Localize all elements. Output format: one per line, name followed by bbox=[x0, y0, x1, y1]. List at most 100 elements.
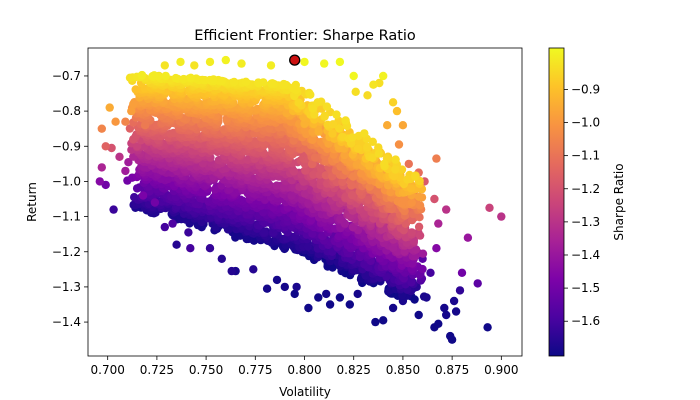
data-point bbox=[414, 222, 424, 231]
data-point bbox=[129, 99, 138, 109]
data-point bbox=[115, 152, 124, 161]
data-point bbox=[304, 303, 313, 313]
x-tick-label: 0.700 bbox=[91, 363, 125, 377]
data-point bbox=[473, 279, 482, 288]
y-axis-label: Return bbox=[25, 182, 39, 222]
data-point bbox=[184, 228, 193, 237]
colorbar-tick-label: −1.0 bbox=[571, 116, 600, 130]
y-tick-label: −1.0 bbox=[52, 174, 81, 188]
data-point bbox=[97, 163, 107, 172]
data-point bbox=[347, 190, 357, 200]
scatter-points bbox=[95, 54, 506, 344]
data-point bbox=[434, 219, 443, 228]
data-point bbox=[209, 75, 218, 84]
data-point bbox=[442, 310, 451, 320]
data-point bbox=[485, 203, 494, 212]
data-point bbox=[101, 142, 110, 151]
data-point bbox=[447, 335, 457, 344]
data-point bbox=[371, 317, 380, 327]
data-point bbox=[451, 307, 461, 316]
data-point bbox=[272, 181, 281, 190]
data-point bbox=[121, 117, 130, 126]
data-point bbox=[121, 166, 130, 176]
x-tick-label: 0.850 bbox=[386, 363, 420, 377]
data-point bbox=[325, 300, 335, 309]
colorbar-tick-label: −1.1 bbox=[571, 149, 600, 163]
data-point bbox=[217, 254, 226, 263]
x-tick-label: 0.800 bbox=[287, 363, 321, 377]
data-point bbox=[237, 59, 246, 68]
data-point bbox=[391, 155, 400, 164]
data-point bbox=[259, 78, 268, 87]
data-point bbox=[408, 259, 417, 268]
x-tick-label: 0.725 bbox=[140, 363, 174, 377]
data-point bbox=[280, 282, 289, 292]
x-tick-label: 0.750 bbox=[189, 363, 223, 377]
data-point bbox=[394, 140, 404, 149]
data-point bbox=[306, 90, 315, 99]
data-point bbox=[335, 293, 345, 302]
data-point bbox=[335, 57, 345, 67]
y-tick-label: −1.2 bbox=[52, 245, 81, 259]
data-point bbox=[359, 244, 368, 253]
colorbar-tick-label: −1.3 bbox=[571, 215, 600, 229]
data-point bbox=[449, 296, 459, 306]
data-point bbox=[97, 124, 107, 133]
data-point bbox=[130, 193, 139, 202]
data-point bbox=[388, 98, 398, 107]
data-point bbox=[95, 177, 105, 186]
data-point bbox=[314, 127, 323, 136]
y-axis: −0.7 −0.8 −0.9 −1.0 −1.1 −1.2 −1.3 −1.4 bbox=[52, 69, 88, 329]
y-tick-label: −0.7 bbox=[52, 69, 81, 83]
data-point bbox=[406, 184, 416, 193]
data-point bbox=[363, 91, 372, 100]
data-point bbox=[320, 59, 329, 68]
data-point bbox=[279, 80, 289, 89]
data-point bbox=[368, 137, 377, 146]
data-point bbox=[345, 300, 354, 309]
data-point bbox=[374, 149, 384, 158]
data-point bbox=[341, 116, 350, 125]
data-point bbox=[161, 71, 170, 81]
y-tick-label: −0.8 bbox=[52, 104, 81, 118]
data-point bbox=[404, 159, 413, 169]
max-sharpe-marker bbox=[289, 54, 301, 66]
data-point bbox=[227, 266, 236, 276]
data-point bbox=[289, 167, 299, 176]
data-point bbox=[422, 293, 431, 302]
data-point bbox=[407, 198, 416, 207]
data-point bbox=[455, 286, 465, 295]
data-point bbox=[176, 57, 185, 67]
data-point bbox=[415, 201, 425, 210]
data-point bbox=[442, 205, 451, 214]
data-point bbox=[150, 71, 159, 80]
colorbar-tick-label: −0.9 bbox=[571, 82, 600, 96]
data-point bbox=[426, 268, 435, 277]
data-point bbox=[210, 185, 220, 194]
data-point bbox=[383, 121, 392, 130]
data-point bbox=[109, 205, 118, 214]
data-point bbox=[308, 229, 317, 238]
data-point bbox=[168, 219, 177, 228]
x-axis-label: Volatility bbox=[279, 385, 331, 399]
data-point bbox=[415, 231, 425, 240]
data-point bbox=[497, 212, 506, 221]
data-point bbox=[457, 268, 467, 277]
data-point bbox=[132, 184, 142, 193]
colorbar-axis: −0.9 −1.0 −1.1 −1.2 −1.3 −1.4 −1.5 −1.6 bbox=[564, 82, 600, 328]
data-point bbox=[440, 303, 449, 313]
data-point bbox=[360, 234, 369, 243]
data-point bbox=[369, 80, 378, 89]
data-point bbox=[418, 264, 427, 274]
data-point bbox=[300, 57, 309, 67]
data-point bbox=[349, 71, 358, 81]
colorbar-tick-label: −1.5 bbox=[571, 281, 600, 295]
data-point bbox=[361, 271, 370, 280]
data-point bbox=[414, 192, 424, 201]
data-point bbox=[229, 77, 239, 87]
data-point bbox=[407, 228, 416, 237]
data-point bbox=[414, 310, 423, 320]
data-point bbox=[432, 244, 441, 253]
data-point bbox=[186, 73, 195, 83]
